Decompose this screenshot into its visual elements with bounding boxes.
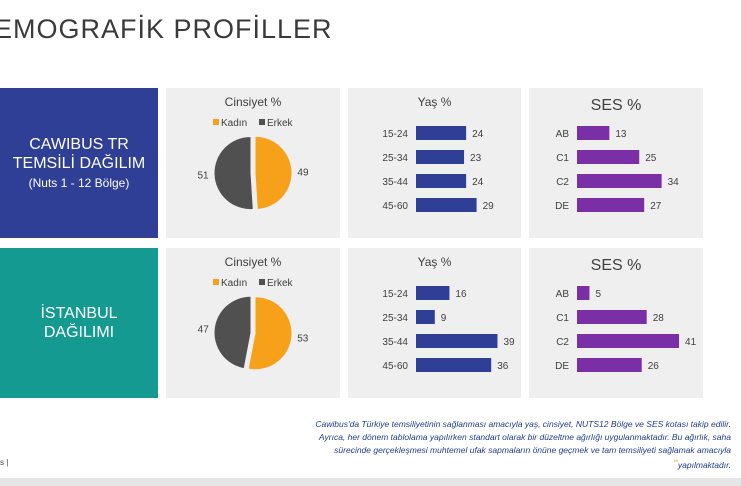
bar-chart-svg: Yaş % 15-24 16 25-34 9 35-44 39 45-60 36 <box>382 255 515 372</box>
bar-value-label: 28 <box>653 313 665 324</box>
slice-value-label: 51 <box>197 171 209 182</box>
footnote-line: Ayrıca, her dönem tablolama yapılırken s… <box>318 432 731 442</box>
category-label: 25-34 <box>382 313 408 324</box>
page-reference: s | <box>0 458 9 467</box>
pie-chart-svg: Cinsiyet % Kadın Erkek 49 51 <box>197 95 309 210</box>
chart-title: SES % <box>591 97 642 114</box>
chart-title: SES % <box>591 257 642 274</box>
row-label-cawibus: CAWIBUS TR TEMSİLİ DAĞILIM (Nuts 1 - 12 … <box>0 88 158 238</box>
legend-swatch <box>213 119 219 125</box>
bar <box>416 126 467 140</box>
category-label: 25-34 <box>382 153 408 164</box>
pie-slice <box>214 137 253 210</box>
bottom-divider <box>0 478 741 486</box>
bar-value-label: 39 <box>503 337 515 348</box>
bar-value-label: 36 <box>497 361 509 372</box>
legend-swatch <box>213 279 219 285</box>
row-label-line1: CAWIBUS TR <box>29 136 129 153</box>
pie-slice <box>248 297 292 370</box>
slice-value-label: 53 <box>297 334 309 345</box>
chart-title: Yaş % <box>418 95 452 109</box>
bar <box>577 358 642 372</box>
page-title: EMOGRAFİK PROFİLLER <box>0 14 333 44</box>
age-bar-panel-tr: Yaş % 15-24 24 25-34 23 35-44 24 45-60 29 <box>348 88 521 238</box>
bar-value-label: 16 <box>455 289 467 300</box>
footnote-line-last: **yapılmaktadır. <box>251 457 731 472</box>
bar-chart-svg: SES % AB 5 C1 28 C2 41 DE 26 <box>555 257 697 372</box>
bar-value-label: 24 <box>472 129 484 140</box>
legend-swatch <box>259 279 265 285</box>
bar <box>416 198 477 212</box>
pie-slice <box>214 296 251 369</box>
category-label: C2 <box>556 177 569 188</box>
bar-value-label: 34 <box>668 177 680 188</box>
footnote-line: sürecinde gerçekleşmesi muhtemel ufak sa… <box>334 445 731 455</box>
ses-bar-panel-ist: SES % AB 5 C1 28 C2 41 DE 26 <box>529 248 703 398</box>
category-label: 15-24 <box>382 289 408 300</box>
pie-slice <box>255 136 292 209</box>
bar <box>577 126 610 140</box>
bar <box>416 310 435 324</box>
bar-value-label: 26 <box>648 361 660 372</box>
category-label: C2 <box>556 337 569 348</box>
category-label: 45-60 <box>382 201 408 212</box>
category-label: AB <box>556 289 570 300</box>
bar <box>416 358 492 372</box>
bar-value-label: 27 <box>650 201 662 212</box>
bar <box>416 150 465 164</box>
slice-value-label: 49 <box>297 167 309 178</box>
chart-title: Cinsiyet % <box>225 95 282 109</box>
footnote: Cawibus'da Türkiye temsiliyetinin sağlan… <box>251 418 731 472</box>
bar-value-label: 24 <box>472 177 484 188</box>
bar <box>577 334 680 348</box>
bar <box>577 310 647 324</box>
category-label: 45-60 <box>382 361 408 372</box>
bar <box>577 286 590 300</box>
row-label-line2: TEMSİLİ DAĞILIM <box>12 155 146 172</box>
legend-label: Kadın <box>221 118 247 129</box>
category-label: DE <box>555 361 569 372</box>
category-label: C1 <box>556 153 569 164</box>
bar <box>416 286 450 300</box>
bar <box>577 198 645 212</box>
footnote-line: yapılmaktadır. <box>677 459 731 470</box>
bar <box>416 174 467 188</box>
ses-bar-panel-tr: SES % AB 13 C1 25 C2 34 DE 27 <box>529 88 703 238</box>
bar-value-label: 29 <box>483 201 495 212</box>
bar <box>416 334 498 348</box>
legend-label: Kadın <box>221 278 247 289</box>
footnote-line: Cawibus'da Türkiye temsiliyetinin sağlan… <box>315 419 731 429</box>
row-label-line2: DAĞILIMI <box>43 324 115 341</box>
bar-value-label: 13 <box>615 129 627 140</box>
bar-value-label: 23 <box>470 153 482 164</box>
legend-label: Erkek <box>267 278 294 289</box>
chart-title: Yaş % <box>418 255 452 269</box>
bar <box>577 174 662 188</box>
bar-value-label: 41 <box>685 337 697 348</box>
category-label: 35-44 <box>382 177 408 188</box>
pie-chart-svg: Cinsiyet % Kadın Erkek 53 47 <box>198 255 309 370</box>
category-label: 35-44 <box>382 337 408 348</box>
category-label: AB <box>556 129 570 140</box>
age-bar-panel-ist: Yaş % 15-24 16 25-34 9 35-44 39 45-60 36 <box>348 248 521 398</box>
bar-value-label: 9 <box>441 313 447 324</box>
slice-value-label: 47 <box>198 324 210 335</box>
legend-label: Erkek <box>267 118 294 129</box>
chart-title: Cinsiyet % <box>225 255 282 269</box>
bar-value-label: 5 <box>595 289 601 300</box>
footnote-mark: ** <box>673 460 678 466</box>
bar-chart-svg: Yaş % 15-24 24 25-34 23 35-44 24 45-60 29 <box>382 95 495 212</box>
gender-pie-panel-tr: Cinsiyet % Kadın Erkek 49 51 <box>166 88 340 238</box>
bar-value-label: 25 <box>645 153 657 164</box>
gender-pie-panel-ist: Cinsiyet % Kadın Erkek 53 47 <box>166 248 340 398</box>
legend-swatch <box>259 119 265 125</box>
row-label-line1: İSTANBUL <box>40 305 118 322</box>
bar <box>577 150 640 164</box>
category-label: 15-24 <box>382 129 408 140</box>
row-label-line3: (Nuts 1 - 12 Bölge) <box>28 176 130 190</box>
category-label: C1 <box>556 313 569 324</box>
row-label-istanbul: İSTANBUL DAĞILIMI <box>0 248 158 398</box>
category-label: DE <box>555 201 569 212</box>
bar-chart-svg: SES % AB 13 C1 25 C2 34 DE 27 <box>555 97 680 212</box>
